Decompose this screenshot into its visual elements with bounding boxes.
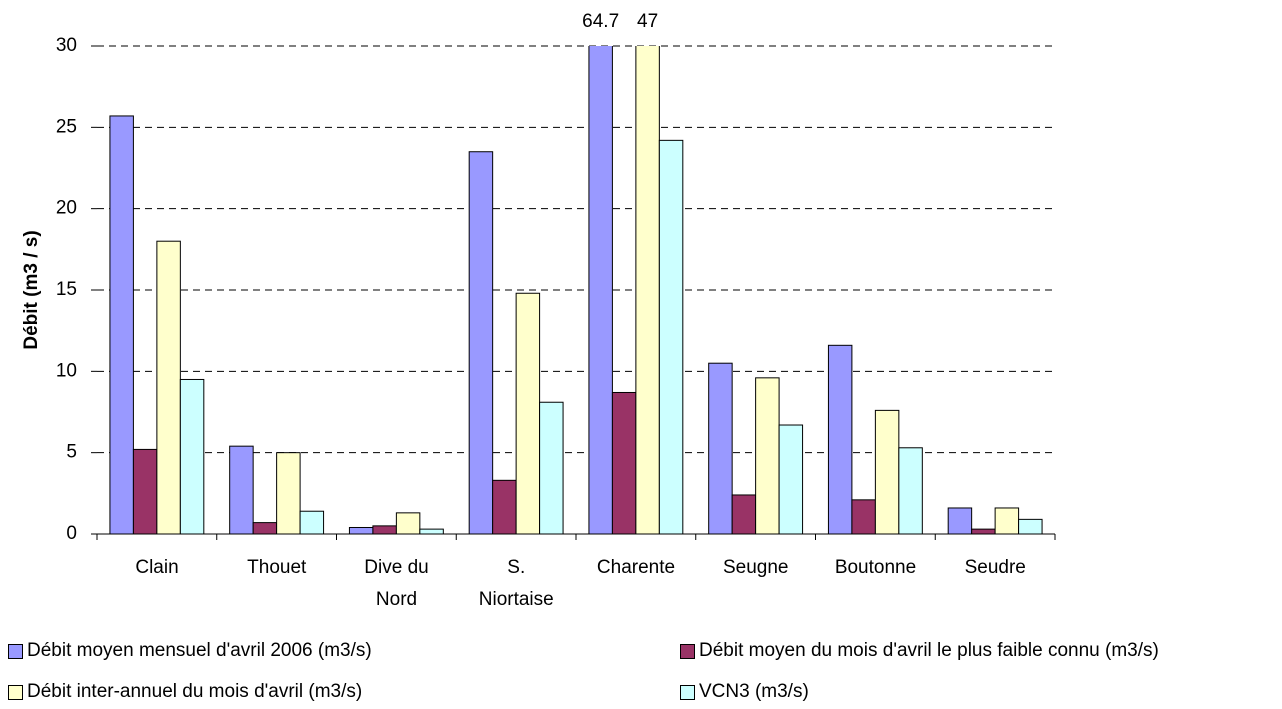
bar bbox=[539, 401, 564, 535]
bar bbox=[299, 510, 325, 535]
bar bbox=[635, 46, 660, 535]
bar bbox=[515, 292, 541, 535]
x-tick-label: Thouet bbox=[247, 557, 307, 578]
y-axis-label: Débit (m3 / s) bbox=[21, 230, 42, 349]
bar bbox=[179, 378, 205, 535]
y-tick-label: 15 bbox=[56, 279, 77, 300]
legend-label: Débit moyen du mois d'avril le plus faib… bbox=[699, 640, 1159, 661]
legend-label: Débit moyen mensuel d'avril 2006 (m3/s) bbox=[27, 640, 372, 661]
legend-swatch bbox=[680, 643, 695, 659]
legend-swatch bbox=[8, 684, 23, 700]
bar bbox=[971, 528, 996, 535]
x-tick-label: Clain bbox=[135, 557, 179, 578]
bar bbox=[372, 525, 397, 535]
bars bbox=[109, 46, 1043, 535]
x-tick-label: Charente bbox=[596, 557, 676, 578]
x-tick-label: Dive du Nord bbox=[364, 557, 429, 610]
y-tick-label: 25 bbox=[56, 116, 77, 137]
bar bbox=[252, 522, 278, 535]
legend-item: VCN3 (m3/s) bbox=[680, 681, 809, 703]
bar bbox=[395, 512, 421, 535]
bar bbox=[468, 151, 494, 535]
bar bbox=[611, 391, 637, 535]
legend-item: Débit moyen mensuel d'avril 2006 (m3/s) bbox=[8, 640, 372, 662]
legend-swatch bbox=[680, 684, 695, 700]
x-tick-label: Boutonne bbox=[834, 557, 917, 578]
y-tick-label: 10 bbox=[56, 360, 77, 381]
bar bbox=[419, 528, 444, 535]
data-label: 47 bbox=[637, 11, 658, 32]
bar bbox=[132, 448, 158, 535]
bar bbox=[755, 377, 780, 535]
legend-item: Débit inter-annuel du mois d'avril (m3/s… bbox=[8, 681, 362, 703]
bar bbox=[156, 240, 181, 535]
bar bbox=[731, 494, 757, 535]
legend-item: Débit moyen du mois d'avril le plus faib… bbox=[680, 640, 1159, 662]
bar bbox=[492, 479, 517, 535]
bar bbox=[276, 452, 301, 535]
bar bbox=[708, 362, 733, 535]
y-tick-label: 5 bbox=[66, 442, 77, 463]
bar bbox=[898, 447, 923, 535]
legend-label: Débit inter-annuel du mois d'avril (m3/s… bbox=[27, 681, 363, 702]
bar bbox=[827, 344, 853, 535]
bar bbox=[109, 115, 134, 535]
bar bbox=[947, 507, 973, 535]
bar bbox=[874, 409, 900, 535]
bar bbox=[778, 424, 804, 535]
bar bbox=[348, 526, 374, 535]
y-tick-label: 30 bbox=[56, 35, 77, 56]
y-tick-label: 0 bbox=[66, 523, 77, 544]
x-tick-label: Seudre bbox=[964, 557, 1026, 578]
x-tick-label: S. Niortaise bbox=[478, 557, 554, 610]
bar bbox=[994, 507, 1020, 535]
bar bbox=[658, 139, 684, 535]
bar bbox=[1018, 518, 1043, 535]
bar bbox=[588, 46, 613, 535]
x-tick-label: Seugne bbox=[722, 557, 789, 578]
bar bbox=[229, 445, 254, 535]
data-label: 64.7 bbox=[582, 11, 619, 32]
legend-label: VCN3 (m3/s) bbox=[699, 681, 809, 702]
bar bbox=[851, 499, 876, 535]
legend-swatch bbox=[8, 643, 23, 659]
y-tick-label: 20 bbox=[56, 198, 77, 219]
